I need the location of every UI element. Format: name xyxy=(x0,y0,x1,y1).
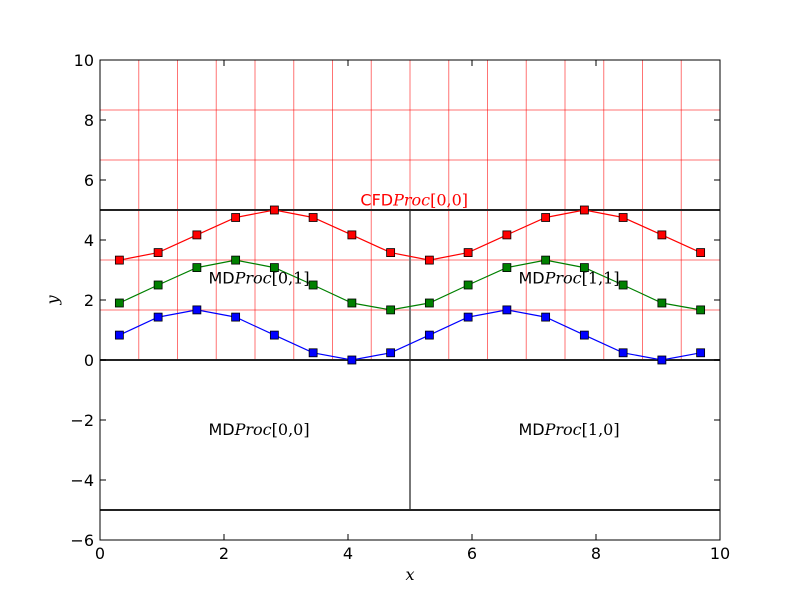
data-point xyxy=(114,298,124,308)
x-tick-label: 2 xyxy=(219,544,229,563)
y-tick-label: −4 xyxy=(70,471,94,490)
data-point xyxy=(192,230,202,240)
region-label-math: Proc xyxy=(234,420,272,439)
data-point xyxy=(618,348,628,358)
data-point xyxy=(579,330,589,340)
data-point xyxy=(308,348,318,358)
data-point xyxy=(541,312,551,322)
y-tick-label: 10 xyxy=(74,51,94,70)
data-point xyxy=(192,263,202,273)
x-tick-label: 4 xyxy=(343,544,353,563)
data-point xyxy=(231,255,241,265)
data-point xyxy=(696,248,706,258)
axis-ticks: 0 2 4 6 8 10 −6 −4 −2 0 2 4 6 8 10 xyxy=(70,51,730,563)
data-point xyxy=(347,298,357,308)
region-label-index: [1,0] xyxy=(582,420,620,439)
annotations: CFDProc[0,0]MDProc[0,1] MDProc[1,1]MDProc… xyxy=(209,191,620,440)
data-point xyxy=(618,280,628,290)
data-point xyxy=(386,348,396,358)
y-tick-label: 0 xyxy=(84,351,94,370)
data-point xyxy=(386,248,396,258)
data-point xyxy=(502,230,512,240)
data-point xyxy=(696,348,706,358)
region-label-index: [1,1] xyxy=(582,269,620,288)
data-point xyxy=(269,330,279,340)
y-tick-label: −6 xyxy=(70,531,94,550)
x-tick-label: 0 xyxy=(95,544,105,563)
region-label-math: Proc xyxy=(234,269,272,288)
data-point xyxy=(463,248,473,258)
data-point xyxy=(347,230,357,240)
data-point xyxy=(386,305,396,315)
data-point xyxy=(541,213,551,222)
data-point xyxy=(424,255,434,265)
region-label: MDProc[0,0] xyxy=(209,420,310,439)
data-point xyxy=(269,263,279,273)
data-point xyxy=(463,312,473,322)
data-point xyxy=(231,213,241,222)
series-line xyxy=(119,309,701,361)
region-label-prefix: MD xyxy=(209,420,235,439)
region-label-prefix: CFD xyxy=(360,191,393,210)
region-label-prefix: MD xyxy=(209,269,235,288)
region-label: MDProc[0,1] xyxy=(209,269,310,288)
region-label: CFDProc[0,0] xyxy=(360,191,468,210)
series-3 xyxy=(114,305,706,365)
data-point xyxy=(579,263,589,273)
data-point xyxy=(463,280,473,290)
data-point xyxy=(541,255,551,265)
domain-lines xyxy=(100,209,720,511)
region-label-math: Proc xyxy=(392,191,430,210)
data-point xyxy=(153,312,163,322)
data-point xyxy=(696,305,706,315)
region-label-prefix: MD xyxy=(519,269,545,288)
data-point xyxy=(657,355,667,365)
region-label-prefix: MD xyxy=(519,420,545,439)
y-tick-label: −2 xyxy=(70,411,94,430)
data-point xyxy=(579,205,589,215)
y-tick-label: 8 xyxy=(84,111,94,130)
series-line xyxy=(119,209,701,261)
region-label: MDProc[1,0] xyxy=(519,420,620,439)
data-point xyxy=(424,298,434,308)
region-label-math: Proc xyxy=(544,269,582,288)
x-tick-label: 6 xyxy=(467,544,477,563)
series-line xyxy=(119,259,701,311)
region-label-math: Proc xyxy=(544,420,582,439)
data-point xyxy=(114,330,124,340)
data-point xyxy=(618,213,628,222)
region-label-index: [0,0] xyxy=(272,420,310,439)
data-point xyxy=(657,298,667,308)
data-point xyxy=(657,230,667,240)
data-point xyxy=(231,312,241,322)
data-point xyxy=(424,330,434,340)
data-point xyxy=(308,280,318,290)
data-point xyxy=(192,305,202,315)
data-point xyxy=(153,248,163,258)
series-1 xyxy=(114,205,706,265)
series-2 xyxy=(114,255,706,315)
region-label-index: [0,0] xyxy=(430,191,468,210)
x-tick-label: 10 xyxy=(710,544,730,563)
data-point xyxy=(153,280,163,290)
y-tick-label: 2 xyxy=(84,291,94,310)
x-axis-label: x xyxy=(405,565,414,584)
x-tick-label: 8 xyxy=(591,544,601,563)
y-axis-label: y xyxy=(43,295,62,306)
region-label: MDProc[1,1] xyxy=(519,269,620,288)
series-layer xyxy=(114,205,706,365)
y-tick-label: 6 xyxy=(84,171,94,190)
data-point xyxy=(347,355,357,365)
data-point xyxy=(114,255,124,265)
y-tick-label: 4 xyxy=(84,231,94,250)
region-label-index: [0,1] xyxy=(272,269,310,288)
data-point xyxy=(269,205,279,215)
data-point xyxy=(502,305,512,315)
data-point xyxy=(308,213,318,222)
data-point xyxy=(502,263,512,273)
